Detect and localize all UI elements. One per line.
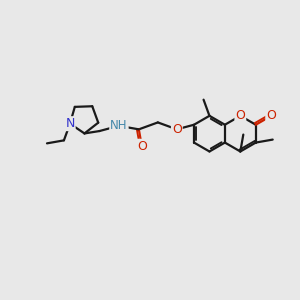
Text: O: O (172, 123, 182, 136)
Text: O: O (266, 109, 276, 122)
Text: NH: NH (110, 119, 128, 132)
Text: O: O (236, 109, 245, 122)
Text: O: O (137, 140, 147, 153)
Text: N: N (65, 117, 75, 130)
